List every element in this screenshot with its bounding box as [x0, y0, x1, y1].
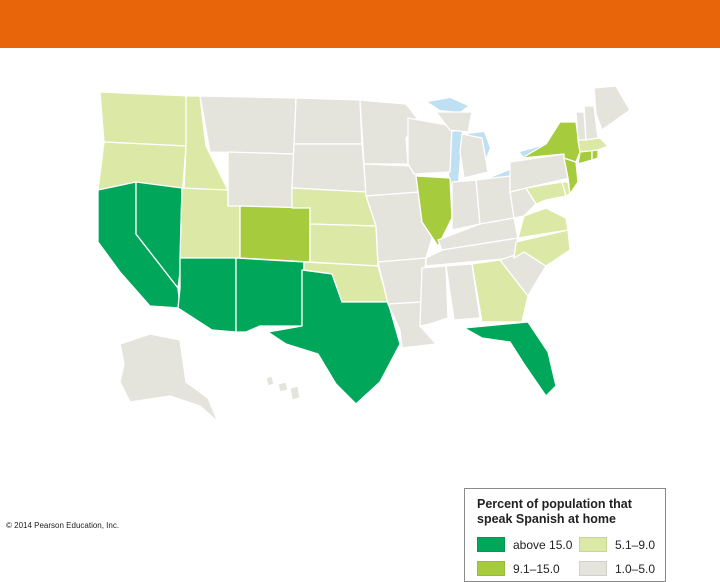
legend-swatch-5-9	[579, 537, 607, 552]
state-new-hampshire	[583, 105, 599, 141]
legend-title: Percent of population that speak Spanish…	[477, 497, 632, 526]
state-north-carolina	[513, 229, 571, 267]
state-maine	[593, 85, 630, 131]
legend-item-9-15: 9.1–15.0	[477, 561, 560, 576]
state-wyoming	[227, 151, 295, 209]
state-ohio	[475, 175, 515, 225]
state-arizona	[177, 257, 237, 333]
state-montana	[199, 95, 297, 155]
state-georgia	[471, 259, 529, 323]
legend-item-1-5: 1.0–5.0	[579, 561, 655, 576]
map-panel: Percent of population that speak Spanish…	[90, 82, 666, 582]
state-new-mexico	[235, 257, 305, 333]
state-virginia	[517, 207, 569, 239]
legend-label-9-15: 9.1–15.0	[513, 561, 560, 576]
state-hawaii-1	[265, 375, 275, 387]
legend-label-1-5: 1.0–5.0	[615, 561, 656, 576]
state-indiana	[451, 179, 481, 231]
copyright-text: © 2014 Pearson Education, Inc.	[6, 521, 120, 530]
state-alaska	[119, 333, 219, 423]
state-kansas	[309, 223, 379, 267]
state-florida	[463, 321, 557, 397]
state-mississippi	[419, 265, 449, 327]
state-hawaii-2	[277, 381, 289, 393]
state-north-dakota	[293, 97, 363, 145]
legend-swatch-9-15	[477, 561, 505, 576]
state-hawaii-3	[289, 385, 301, 401]
state-alabama	[445, 263, 481, 321]
state-illinois	[415, 175, 453, 247]
state-texas	[267, 269, 401, 405]
legend-item-above-15: above 15.0	[477, 537, 572, 552]
state-wisconsin	[407, 117, 453, 175]
state-colorado	[239, 205, 311, 263]
state-washington	[99, 91, 191, 147]
us-map	[97, 85, 630, 423]
lake-superior	[428, 98, 468, 112]
legend-swatch-1-5	[579, 561, 607, 576]
header-bar	[0, 0, 720, 48]
states-layer	[97, 85, 630, 423]
state-rhode-island	[591, 149, 599, 161]
legend-item-5-9: 5.1–9.0	[579, 537, 655, 552]
state-south-dakota	[291, 143, 367, 193]
state-nevada	[135, 181, 183, 289]
legend: Percent of population that speak Spanish…	[464, 488, 666, 582]
state-kentucky	[437, 217, 519, 251]
state-michigan	[435, 111, 489, 179]
state-maryland	[525, 181, 567, 205]
legend-swatch-above-15	[477, 537, 505, 552]
